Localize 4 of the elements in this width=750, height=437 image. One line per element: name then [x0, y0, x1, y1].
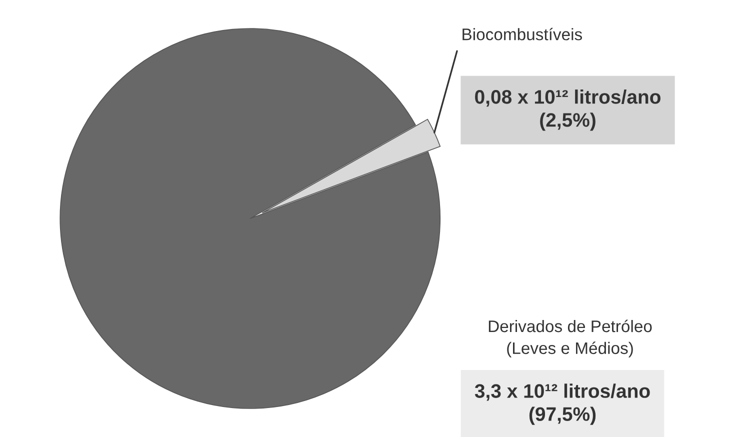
data-label: 3,3 x 10¹² litros/ano (97,5%) [474, 384, 650, 425]
slice-label: Derivados de Petróleo (Leves e Médios) [488, 320, 652, 358]
slice-label: Biocombustíveis [462, 28, 582, 40]
data-label: 0,08 x 10¹² litros/ano (2,5%) [475, 90, 660, 131]
